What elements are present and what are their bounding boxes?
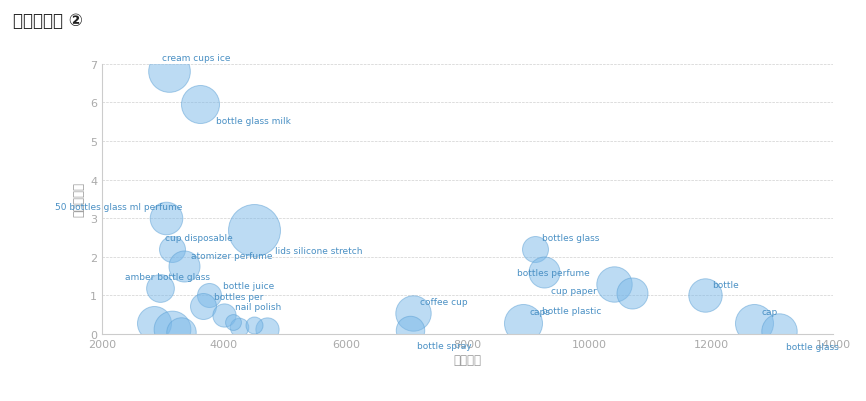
Point <box>515 320 529 326</box>
Point <box>625 290 639 297</box>
Text: amber bottle glass: amber bottle glass <box>126 272 210 281</box>
Text: bottle plastic: bottle plastic <box>542 306 601 315</box>
Text: 50 bottles glass ml perfume: 50 bottles glass ml perfume <box>55 203 182 212</box>
Point <box>196 303 210 310</box>
Text: bottle juice: bottle juice <box>223 282 274 290</box>
Point <box>174 329 188 335</box>
Text: bottle glass milk: bottle glass milk <box>216 117 291 126</box>
Text: lids silicone stretch: lids silicone stretch <box>275 246 363 255</box>
Point <box>406 310 420 316</box>
Point <box>772 328 785 334</box>
Text: caps: caps <box>529 308 551 317</box>
Point <box>232 324 246 330</box>
Point <box>248 227 262 233</box>
Text: cap: cap <box>761 308 778 317</box>
Point <box>403 327 417 333</box>
Point <box>607 281 621 287</box>
Point <box>159 215 173 222</box>
Point <box>699 292 713 299</box>
Point <box>226 318 240 325</box>
Text: bottle glass: bottle glass <box>785 342 838 351</box>
Text: bottle spray: bottle spray <box>417 341 471 350</box>
Point <box>537 269 551 275</box>
Text: bottles glass: bottles glass <box>542 234 599 243</box>
Text: bottles perfume: bottles perfume <box>517 268 590 277</box>
Point <box>747 320 761 326</box>
Text: cup disposable: cup disposable <box>165 234 233 243</box>
Text: bottle: bottle <box>713 280 740 289</box>
Point <box>165 326 179 332</box>
Point <box>528 246 542 253</box>
Point <box>260 326 274 332</box>
Text: nail polish: nail polish <box>235 302 281 311</box>
Point <box>178 263 191 270</box>
Text: cup paper: cup paper <box>551 286 597 295</box>
Text: atomizer perfume: atomizer perfume <box>191 251 273 260</box>
Point <box>202 292 216 299</box>
Text: 搜索关键词 ②: 搜索关键词 ② <box>13 12 83 30</box>
Text: coffee cup: coffee cup <box>420 297 468 306</box>
Point <box>248 322 262 329</box>
Point <box>162 69 176 75</box>
Point <box>165 246 179 253</box>
Point <box>217 312 231 318</box>
Point <box>192 102 206 108</box>
Text: cream cups ice: cream cups ice <box>162 54 230 63</box>
X-axis label: 搜索热度: 搜索热度 <box>454 353 481 366</box>
Text: bottles per: bottles per <box>214 292 263 301</box>
Point <box>153 285 167 291</box>
Point <box>147 320 161 326</box>
Y-axis label: 同比增长率: 同比增长率 <box>73 182 86 217</box>
